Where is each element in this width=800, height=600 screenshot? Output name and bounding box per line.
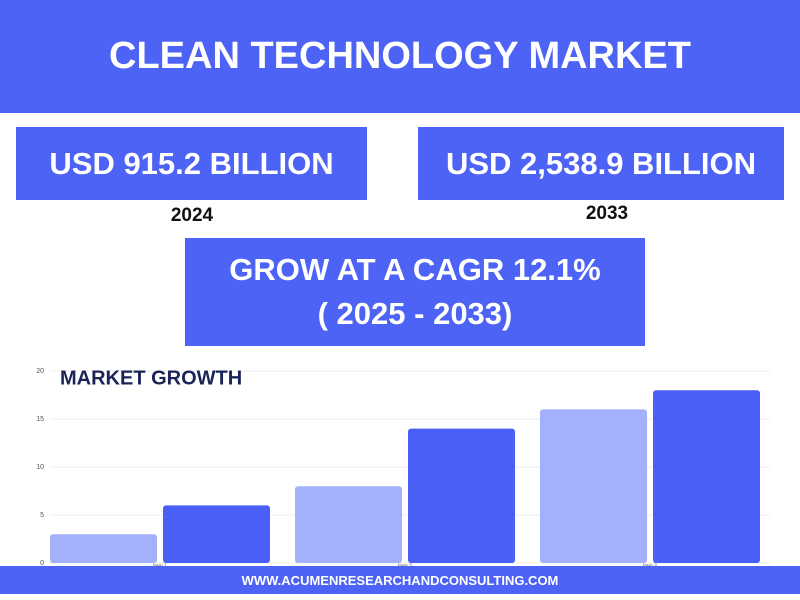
growth-box: GROW AT A CAGR 12.1% ( 2025 - 2033) [185,238,645,346]
y-tick-label: 5 [40,512,44,519]
stat-year: 2024 [170,205,214,226]
header: CLEAN TECHNOLOGY MARKET [0,0,800,113]
stat-box: USD 2,538.9 BILLION [418,127,784,200]
footer-url: WWW.ACUMENRESEARCHANDCONSULTING.COM [241,572,559,588]
bar [163,505,270,563]
y-tick-label: 20 [36,368,44,375]
bar [408,428,515,563]
growth-text: ( 2025 - 2033) [317,296,513,331]
bar [540,409,647,563]
stat-year: 2033 [585,203,629,224]
y-tick-label: 10 [36,464,44,471]
chart-title: MARKET GROWTH [60,367,242,389]
bar [50,534,157,563]
bar [653,390,760,563]
y-tick-label: 0 [40,560,44,567]
stat-box: USD 915.2 BILLION [16,127,367,200]
stat-amount: USD 2,538.9 BILLION [445,145,757,181]
header-title: CLEAN TECHNOLOGY MARKET [109,35,691,77]
stat-amount: USD 915.2 BILLION [49,145,334,181]
y-tick-label: 15 [36,416,44,423]
bar [295,486,402,563]
footer: WWW.ACUMENRESEARCHANDCONSULTING.COM [0,566,800,594]
growth-text: GROW AT A CAGR 12.1% [229,252,601,287]
